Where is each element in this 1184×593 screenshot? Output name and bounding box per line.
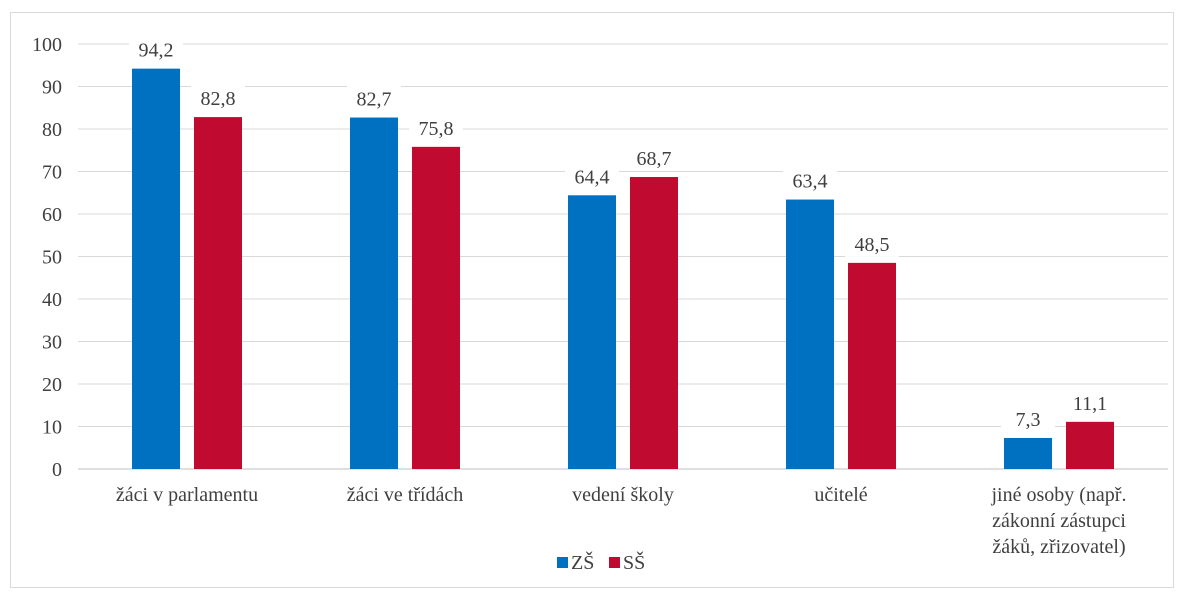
data-label: 48,5 (855, 234, 890, 256)
x-category-label: zákonní zástupci (992, 510, 1126, 532)
data-label-bg (347, 84, 401, 112)
bar-SŠ (630, 177, 678, 469)
x-category-label: žáci v parlamentu (116, 484, 258, 506)
y-tick-label: 80 (42, 119, 62, 141)
data-label-bg (409, 113, 463, 141)
y-tick-label: 40 (42, 289, 62, 311)
y-tick-label: 30 (42, 332, 62, 354)
data-label-bg (1001, 404, 1055, 432)
data-label-bg (845, 229, 899, 257)
bar-ZŠ (786, 199, 834, 470)
data-label-bg (565, 162, 619, 190)
data-label-bg (129, 35, 183, 63)
x-category-label: žáci ve třídách (347, 484, 464, 506)
x-category-label: vedení školy (572, 484, 674, 506)
data-label: 7,3 (1016, 409, 1041, 431)
x-category-label: učitelé (814, 484, 867, 506)
bar-ZŠ (568, 195, 616, 470)
data-label: 11,1 (1073, 393, 1107, 415)
legend-label: SŠ (623, 550, 645, 574)
bar-ZŠ (1004, 437, 1052, 469)
bar-SŠ (194, 117, 242, 469)
y-tick-label: 70 (42, 162, 62, 184)
bar-SŠ (1066, 421, 1114, 469)
bar-ZŠ (132, 68, 180, 470)
data-label-bg (191, 84, 245, 112)
data-label-bg (1063, 388, 1117, 416)
data-label: 94,2 (139, 40, 174, 62)
y-tick-label: 10 (42, 417, 62, 439)
bar-SŠ (412, 146, 460, 469)
y-tick-label: 90 (42, 77, 62, 99)
legend-swatch-ZŠ (557, 557, 568, 568)
data-label: 82,8 (201, 88, 236, 110)
y-tick-label: 0 (52, 459, 62, 481)
data-label: 68,7 (637, 148, 672, 170)
data-label-bg (627, 144, 681, 172)
y-tick-label: 100 (32, 34, 62, 56)
y-tick-label: 20 (42, 374, 62, 396)
legend-label: ZŠ (571, 550, 594, 574)
data-label: 63,4 (793, 171, 828, 193)
bar-ZŠ (350, 117, 398, 470)
y-tick-label: 50 (42, 247, 62, 269)
legend-swatch-SŠ (609, 557, 620, 568)
x-category-label: jiné osoby (např. (991, 484, 1127, 506)
data-label-bg (783, 166, 837, 194)
x-category-label: žáků, zřizovatel) (992, 536, 1125, 558)
data-label: 82,7 (357, 89, 392, 111)
bar-SŠ (848, 262, 896, 469)
data-label: 75,8 (419, 118, 454, 140)
y-tick-label: 60 (42, 204, 62, 226)
data-label: 64,4 (575, 166, 610, 188)
